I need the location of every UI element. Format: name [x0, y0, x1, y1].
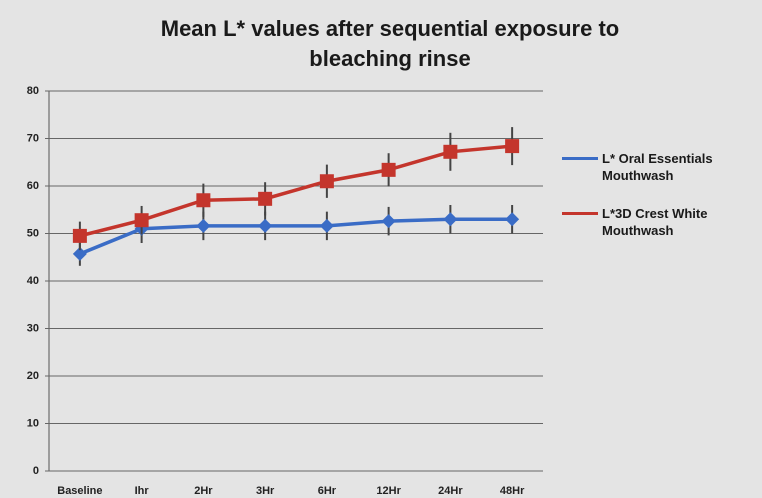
x-tick-label: 12Hr	[376, 485, 401, 497]
x-tick-label: Baseline	[57, 485, 102, 497]
chart-title: Mean L* values after sequential exposure…	[160, 16, 620, 71]
y-tick-label: 70	[27, 132, 39, 144]
legend-label: L*3D Crest White Mouthwash	[602, 206, 708, 238]
y-tick-label: 20	[27, 370, 39, 382]
marker	[319, 174, 334, 189]
y-tick-label: 50	[27, 227, 39, 239]
legend-label: L* Oral Essentials Mouthwash	[602, 151, 713, 183]
legend-swatch	[562, 157, 598, 160]
marker	[72, 246, 87, 261]
x-tick-label: 24Hr	[438, 485, 463, 497]
marker	[134, 213, 149, 228]
x-tick-label: 3Hr	[256, 485, 275, 497]
x-tick-label: 48Hr	[500, 485, 525, 497]
y-tick-label: 30	[27, 322, 39, 334]
x-tick-label: 6Hr	[318, 485, 337, 497]
y-tick-label: 40	[27, 275, 39, 287]
marker	[196, 193, 211, 208]
series-line	[79, 144, 513, 238]
x-tick-label: Ihr	[135, 485, 150, 497]
y-tick-label: 60	[27, 180, 39, 192]
x-tick-label: 2Hr	[194, 485, 213, 497]
y-tick-label: 0	[33, 465, 39, 477]
marker	[443, 212, 458, 227]
y-tick-label: 10	[27, 417, 39, 429]
marker	[505, 139, 520, 154]
marker	[319, 218, 334, 233]
marker	[196, 218, 211, 233]
y-tick-label: 80	[27, 85, 39, 97]
marker	[381, 214, 396, 229]
series-line	[79, 217, 513, 256]
marker	[381, 162, 396, 177]
marker	[258, 191, 273, 206]
marker	[443, 144, 458, 159]
legend-swatch	[562, 212, 598, 215]
marker	[258, 218, 273, 233]
marker	[505, 212, 520, 227]
marker	[72, 228, 87, 243]
